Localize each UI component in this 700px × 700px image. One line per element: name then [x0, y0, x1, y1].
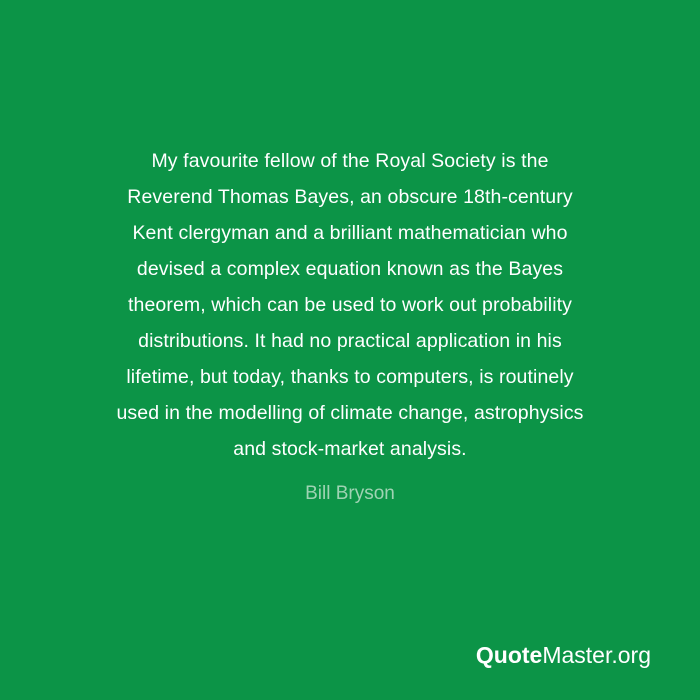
brand-logo: QuoteMaster.org	[476, 641, 651, 669]
quote-line: theorem, which can be used to work out p…	[128, 294, 572, 316]
brand-name-bold: Quote	[475, 642, 543, 668]
quote-line: My favourite fellow of the Royal Society…	[151, 150, 549, 172]
quote-line: and stock-market analysis.	[233, 438, 467, 460]
quote-author: Bill Bryson	[305, 483, 395, 504]
quote-line: lifetime, but today, thanks to computers…	[126, 366, 574, 388]
quote-line: Kent clergyman and a brilliant mathemati…	[132, 222, 568, 244]
quote-line: devised a complex equation known as the …	[136, 258, 564, 280]
quote-text: My favourite fellow of the Royal Society…	[52, 143, 648, 467]
quote-line: distributions. It had no practical appli…	[138, 330, 562, 352]
brand-name-rest: Master.org	[542, 642, 651, 668]
quote-line: Reverend Thomas Bayes, an obscure 18th-c…	[127, 186, 573, 208]
quote-line: used in the modelling of climate change,…	[116, 402, 584, 424]
